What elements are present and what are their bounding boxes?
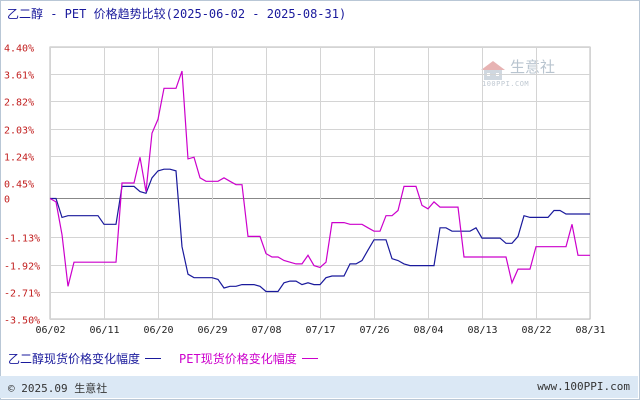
legend: 乙二醇现货价格变化幅度 PET现货价格变化幅度 [8,350,336,367]
y-tick-label: -3.50% [4,316,40,327]
y-tick-label: 0.45% [4,180,34,191]
y-tick-label: -2.71% [4,289,40,300]
x-tick-label: 07/17 [305,325,335,336]
y-tick-label: 1.24% [4,153,34,164]
legend-label-series1: 乙二醇现货价格变化幅度 [8,352,141,366]
tick-labels: 4.40% 3.61% 2.82% 2.03% 1.24% 0.45% 0 -1.13% -1.… [4,44,606,337]
chart-title: 乙二醇 - PET 价格趋势比较(2025-06-02 - 2025-08-31… [7,7,347,21]
y-tick-label: 0 [4,195,10,206]
series-line-2 [49,70,590,287]
series [49,70,590,293]
x-tick-label: 07/26 [359,325,389,336]
y-tick-label: -1.92% [4,262,40,273]
legend-swatch-series2 [301,358,318,359]
y-tick-label: 2.82% [4,98,34,109]
grid [49,46,591,320]
x-tick-label: 08/22 [521,325,551,336]
y-tick-label: 4.40% [4,44,34,55]
watermark-name: 生意社 [510,58,556,76]
footer-copyright: © 2025.09 生意社 [8,382,108,395]
x-tick-label: 06/29 [197,325,227,336]
y-tick-label: 2.03% [4,126,34,137]
series-line-1 [50,168,590,293]
footer-website-link[interactable]: www.100PPI.com [537,380,630,393]
x-tick-label: 08/04 [413,325,443,336]
x-tick-label: 06/20 [143,325,173,336]
footer-bar: © 2025.09 生意社 www.100PPI.com [0,376,638,398]
legend-swatch-series1 [145,358,162,359]
watermark-url: 100PPI.COM [482,80,530,88]
legend-label-series2: PET现货价格变化幅度 [179,352,297,366]
x-tick-label: 06/02 [35,325,65,336]
y-tick-label: -1.13% [4,234,40,245]
y-tick-label: 3.61% [4,71,34,82]
x-tick-label: 08/13 [467,325,497,336]
x-tick-label: 08/31 [575,325,605,336]
x-tick-label: 07/08 [251,325,281,336]
x-tick-label: 06/11 [89,325,119,336]
